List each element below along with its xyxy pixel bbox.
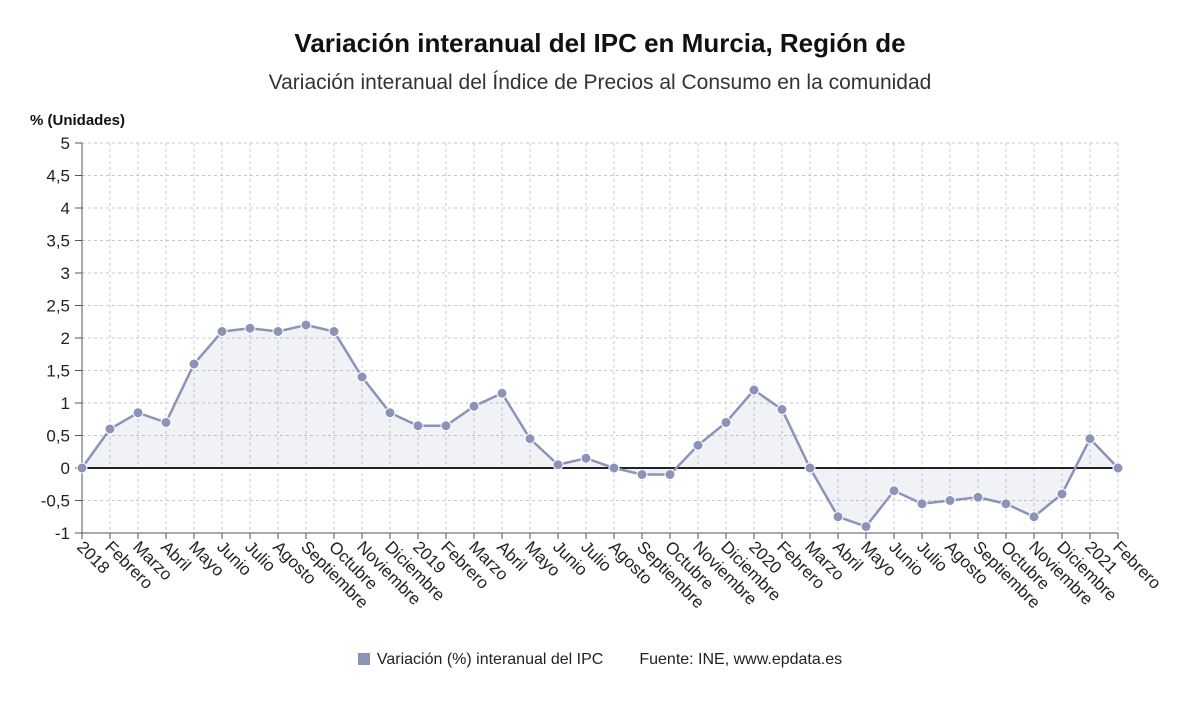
data-point bbox=[524, 433, 536, 445]
data-point bbox=[468, 400, 480, 412]
data-point bbox=[1084, 433, 1096, 445]
y-tick-label: 0 bbox=[61, 459, 70, 478]
data-point bbox=[636, 469, 648, 480]
data-point bbox=[244, 322, 256, 334]
y-tick-label: 1,5 bbox=[46, 362, 70, 381]
data-point bbox=[832, 511, 844, 523]
data-point bbox=[1028, 511, 1040, 523]
legend: Variación (%) interanual del IPC Fuente: … bbox=[0, 651, 1200, 669]
data-point bbox=[804, 462, 816, 474]
chart-title: Variación interanual del IPC en Murcia, … bbox=[294, 28, 906, 58]
data-point bbox=[160, 417, 172, 428]
data-point bbox=[664, 469, 676, 480]
y-tick-label: -1 bbox=[55, 524, 70, 543]
data-point bbox=[552, 459, 564, 471]
data-point bbox=[384, 407, 396, 419]
data-point bbox=[860, 521, 872, 532]
data-point bbox=[944, 495, 956, 506]
data-point bbox=[272, 326, 284, 337]
y-tick-label: 5 bbox=[61, 134, 70, 153]
y-tick-label: 3,5 bbox=[46, 232, 70, 251]
y-tick-label: 1 bbox=[61, 394, 70, 413]
data-point bbox=[440, 420, 452, 432]
data-point bbox=[692, 439, 704, 451]
data-point bbox=[300, 319, 312, 331]
data-point bbox=[1000, 498, 1012, 510]
data-point bbox=[76, 462, 88, 474]
y-tick-label: 4 bbox=[61, 199, 70, 218]
data-point bbox=[1112, 462, 1124, 474]
data-point bbox=[972, 491, 984, 503]
y-tick-label: 4,5 bbox=[46, 167, 70, 186]
data-point bbox=[188, 358, 200, 370]
data-point bbox=[1056, 488, 1068, 500]
data-point bbox=[776, 404, 788, 415]
y-axis-label: % (Unidades) bbox=[30, 112, 126, 129]
data-point bbox=[748, 384, 760, 396]
series-area bbox=[82, 325, 1118, 527]
data-point bbox=[916, 498, 928, 510]
y-tick-label: 2 bbox=[61, 329, 70, 348]
data-point bbox=[888, 485, 900, 497]
data-point bbox=[608, 462, 620, 474]
source-note: Fuente: INE, www.epdata.es bbox=[639, 651, 843, 668]
data-point bbox=[496, 387, 508, 399]
data-point bbox=[104, 423, 116, 435]
legend-series-label: Variación (%) interanual del IPC bbox=[376, 651, 604, 668]
y-tick-label: -0,5 bbox=[41, 492, 70, 511]
y-tick-label: 2,5 bbox=[46, 297, 70, 316]
data-point bbox=[356, 371, 368, 383]
data-point bbox=[328, 326, 340, 337]
chart-subtitle: Variación interanual del Índice de Preci… bbox=[268, 71, 932, 94]
y-tick-label: 3 bbox=[61, 264, 70, 283]
y-tick-label: 0,5 bbox=[46, 427, 70, 446]
data-point bbox=[412, 420, 424, 432]
legend-swatch bbox=[357, 653, 370, 665]
data-point bbox=[216, 326, 228, 337]
data-point bbox=[720, 417, 732, 428]
data-point bbox=[132, 407, 144, 419]
data-point bbox=[580, 452, 592, 464]
